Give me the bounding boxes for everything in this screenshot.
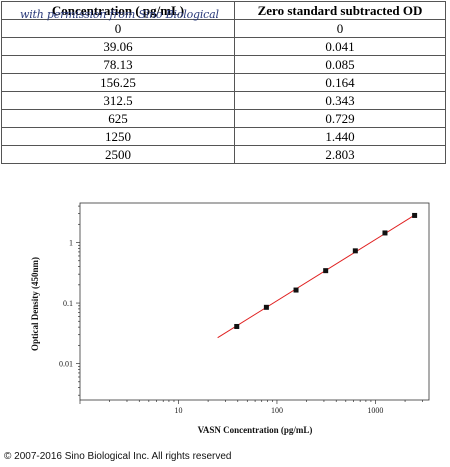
x-tick-label: 1000 bbox=[367, 406, 383, 415]
cell-concentration: 1250 bbox=[1, 127, 235, 146]
data-point bbox=[293, 287, 299, 293]
cell-od: 0 bbox=[234, 19, 446, 38]
header-od: Zero standard subtracted OD bbox=[234, 1, 446, 20]
y-tick-label: 0.01 bbox=[59, 360, 73, 369]
cell-concentration: 0 bbox=[1, 19, 235, 38]
cell-concentration: 156.25 bbox=[1, 73, 235, 92]
data-point bbox=[263, 304, 269, 310]
y-tick-label: 1 bbox=[69, 239, 73, 248]
copyright-text: © 2007-2016 Sino Biological Inc. All rig… bbox=[4, 451, 232, 462]
cell-concentration: 39.06 bbox=[1, 37, 235, 56]
table-row: 39.06 0.041 bbox=[1, 37, 446, 56]
data-point bbox=[382, 230, 388, 236]
cell-concentration: 312.5 bbox=[1, 91, 235, 110]
table-row: 78.13 0.085 bbox=[1, 55, 446, 74]
x-axis-title: VASN Concentration (pg/mL) bbox=[198, 425, 313, 435]
x-tick-label: 10 bbox=[174, 406, 182, 415]
cell-od: 0.041 bbox=[234, 37, 446, 56]
standard-curve-chart: 10 100 1000 0.01 0.1 1 VASN Concentration (p… bbox=[30, 202, 430, 435]
table-row: 1250 1.440 bbox=[1, 127, 446, 146]
data-point bbox=[323, 268, 329, 274]
cell-od: 0.085 bbox=[234, 55, 446, 74]
cell-od: 2.803 bbox=[234, 145, 446, 164]
y-axis-title: Optical Density (450nm) bbox=[30, 257, 40, 351]
watermark-text: with permission from Sino Biological bbox=[20, 8, 219, 21]
cell-concentration: 625 bbox=[1, 109, 235, 128]
cell-concentration: 78.13 bbox=[1, 55, 235, 74]
x-axis-ticks: 10 100 1000 bbox=[79, 400, 423, 415]
cell-concentration: 2500 bbox=[1, 145, 235, 164]
y-axis-ticks: 0.01 0.1 1 bbox=[59, 205, 80, 396]
table-row: 2500 2.803 bbox=[1, 145, 446, 164]
x-tick-label: 100 bbox=[271, 406, 283, 415]
data-point bbox=[234, 323, 240, 329]
plot-frame bbox=[79, 202, 430, 401]
cell-od: 1.440 bbox=[234, 127, 446, 146]
table-row: 312.5 0.343 bbox=[1, 91, 446, 110]
y-tick-label: 0.1 bbox=[63, 299, 73, 308]
cell-od: 0.729 bbox=[234, 109, 446, 128]
data-point bbox=[412, 212, 418, 218]
cell-od: 0.164 bbox=[234, 73, 446, 92]
table-row: 625 0.729 bbox=[1, 109, 446, 128]
standard-curve-table: Concentration ( pg/mL) Zero standard sub… bbox=[1, 1, 446, 164]
data-point bbox=[352, 248, 358, 254]
data-points bbox=[234, 212, 418, 329]
cell-od: 0.343 bbox=[234, 91, 446, 110]
table-row: 156.25 0.164 bbox=[1, 73, 446, 92]
